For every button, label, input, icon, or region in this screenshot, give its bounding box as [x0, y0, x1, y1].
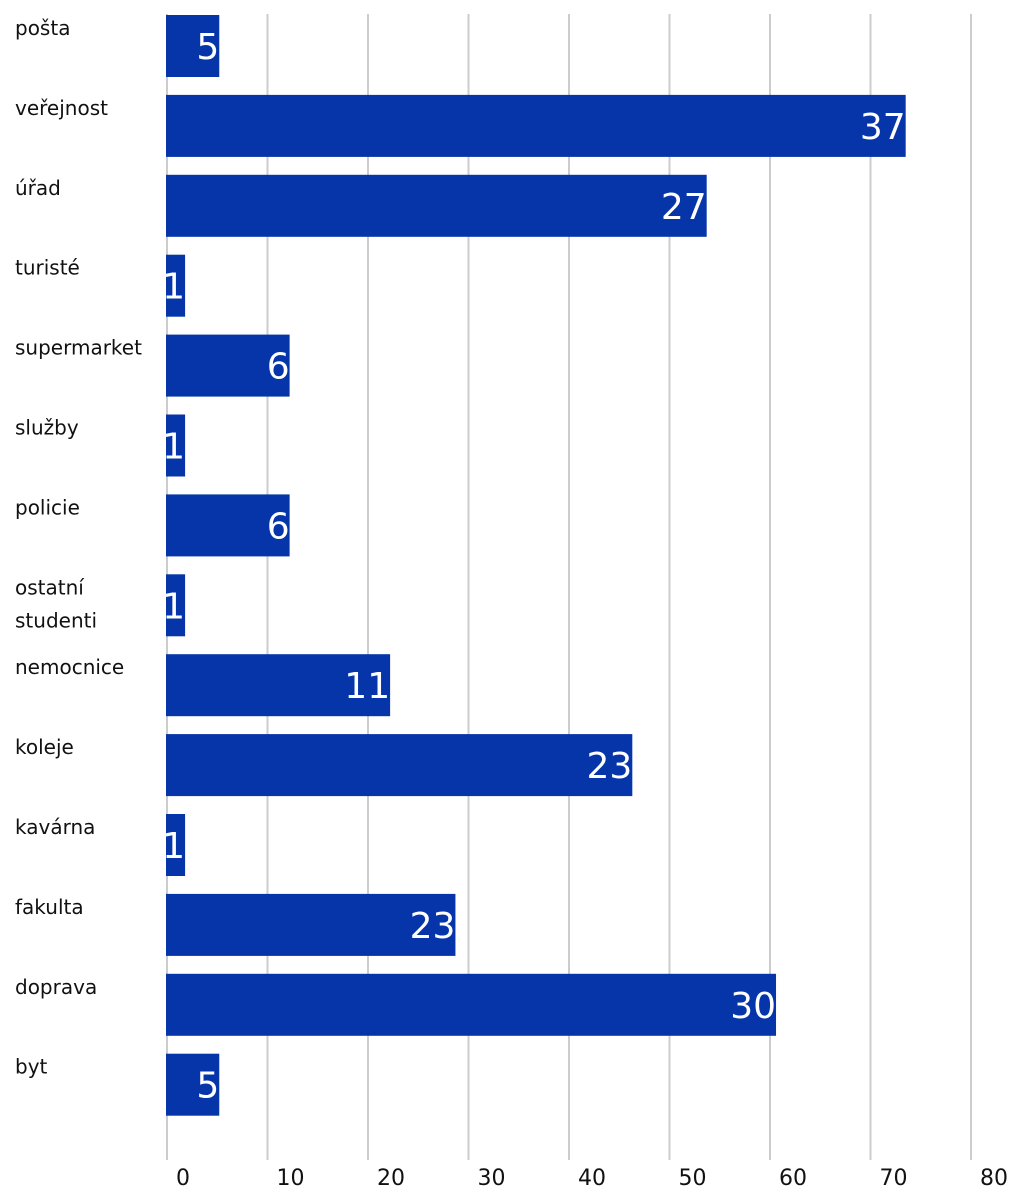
category-label: nemocnice — [15, 655, 124, 679]
bar — [166, 94, 906, 157]
bar-value-label: 6 — [267, 506, 290, 547]
category-label: doprava — [15, 975, 97, 999]
x-tick-label: 50 — [679, 1166, 707, 1191]
category-label: fakulta — [15, 895, 84, 919]
bar — [166, 574, 186, 637]
bar-value-label: 6 — [267, 347, 290, 388]
x-tick-label: 0 — [176, 1166, 190, 1191]
bar — [166, 414, 186, 477]
bar — [166, 174, 707, 237]
bar-value-label: 23 — [410, 906, 456, 947]
bar — [166, 973, 777, 1036]
bar-value-label: 11 — [344, 666, 390, 707]
category-label: veřejnost — [15, 96, 108, 120]
x-tick-label: 60 — [779, 1166, 807, 1191]
bar — [166, 893, 456, 956]
category-label: úřad — [15, 176, 61, 200]
bar-value-label: 5 — [196, 1066, 219, 1107]
category-label: služby — [15, 416, 79, 440]
bar — [166, 814, 186, 876]
x-tick-label: 70 — [880, 1166, 908, 1191]
x-tick-label: 40 — [578, 1166, 606, 1191]
x-tick-label: 80 — [980, 1166, 1008, 1191]
bar-value-label: 30 — [730, 986, 776, 1027]
bar-value-label: 23 — [587, 746, 633, 787]
category-label: koleje — [15, 735, 74, 759]
category-label: byt — [15, 1055, 48, 1079]
bar-value-label: 1 — [162, 427, 185, 468]
bar-value-label: 5 — [196, 27, 219, 68]
bar — [166, 334, 290, 397]
category-label: supermarket — [15, 336, 142, 360]
bar-value-label: 1 — [162, 267, 185, 308]
bar — [166, 1053, 220, 1116]
bar — [166, 15, 220, 77]
x-tick-label: 20 — [377, 1166, 405, 1191]
category-label: policie — [15, 495, 80, 519]
category-label: ostatní studenti — [15, 575, 97, 632]
bar-value-label: 1 — [162, 826, 185, 867]
category-labels: pošta veřejnost úřad turisté supermarket služ… — [15, 16, 142, 1079]
bar — [166, 734, 633, 797]
x-axis-tick-labels: 0 10 20 30 40 50 60 70 80 — [176, 1166, 1008, 1191]
bar-value-label: 37 — [860, 107, 906, 148]
bar — [166, 254, 186, 317]
bar — [166, 494, 290, 557]
category-label: pošta — [15, 16, 70, 40]
x-tick-label: 30 — [478, 1166, 506, 1191]
bar-value-label: 1 — [162, 586, 185, 627]
bar-value-label: 27 — [661, 187, 707, 228]
category-label: turisté — [15, 256, 80, 280]
x-tick-label: 10 — [277, 1166, 305, 1191]
bar — [166, 654, 391, 717]
category-label: kavárna — [15, 815, 95, 839]
